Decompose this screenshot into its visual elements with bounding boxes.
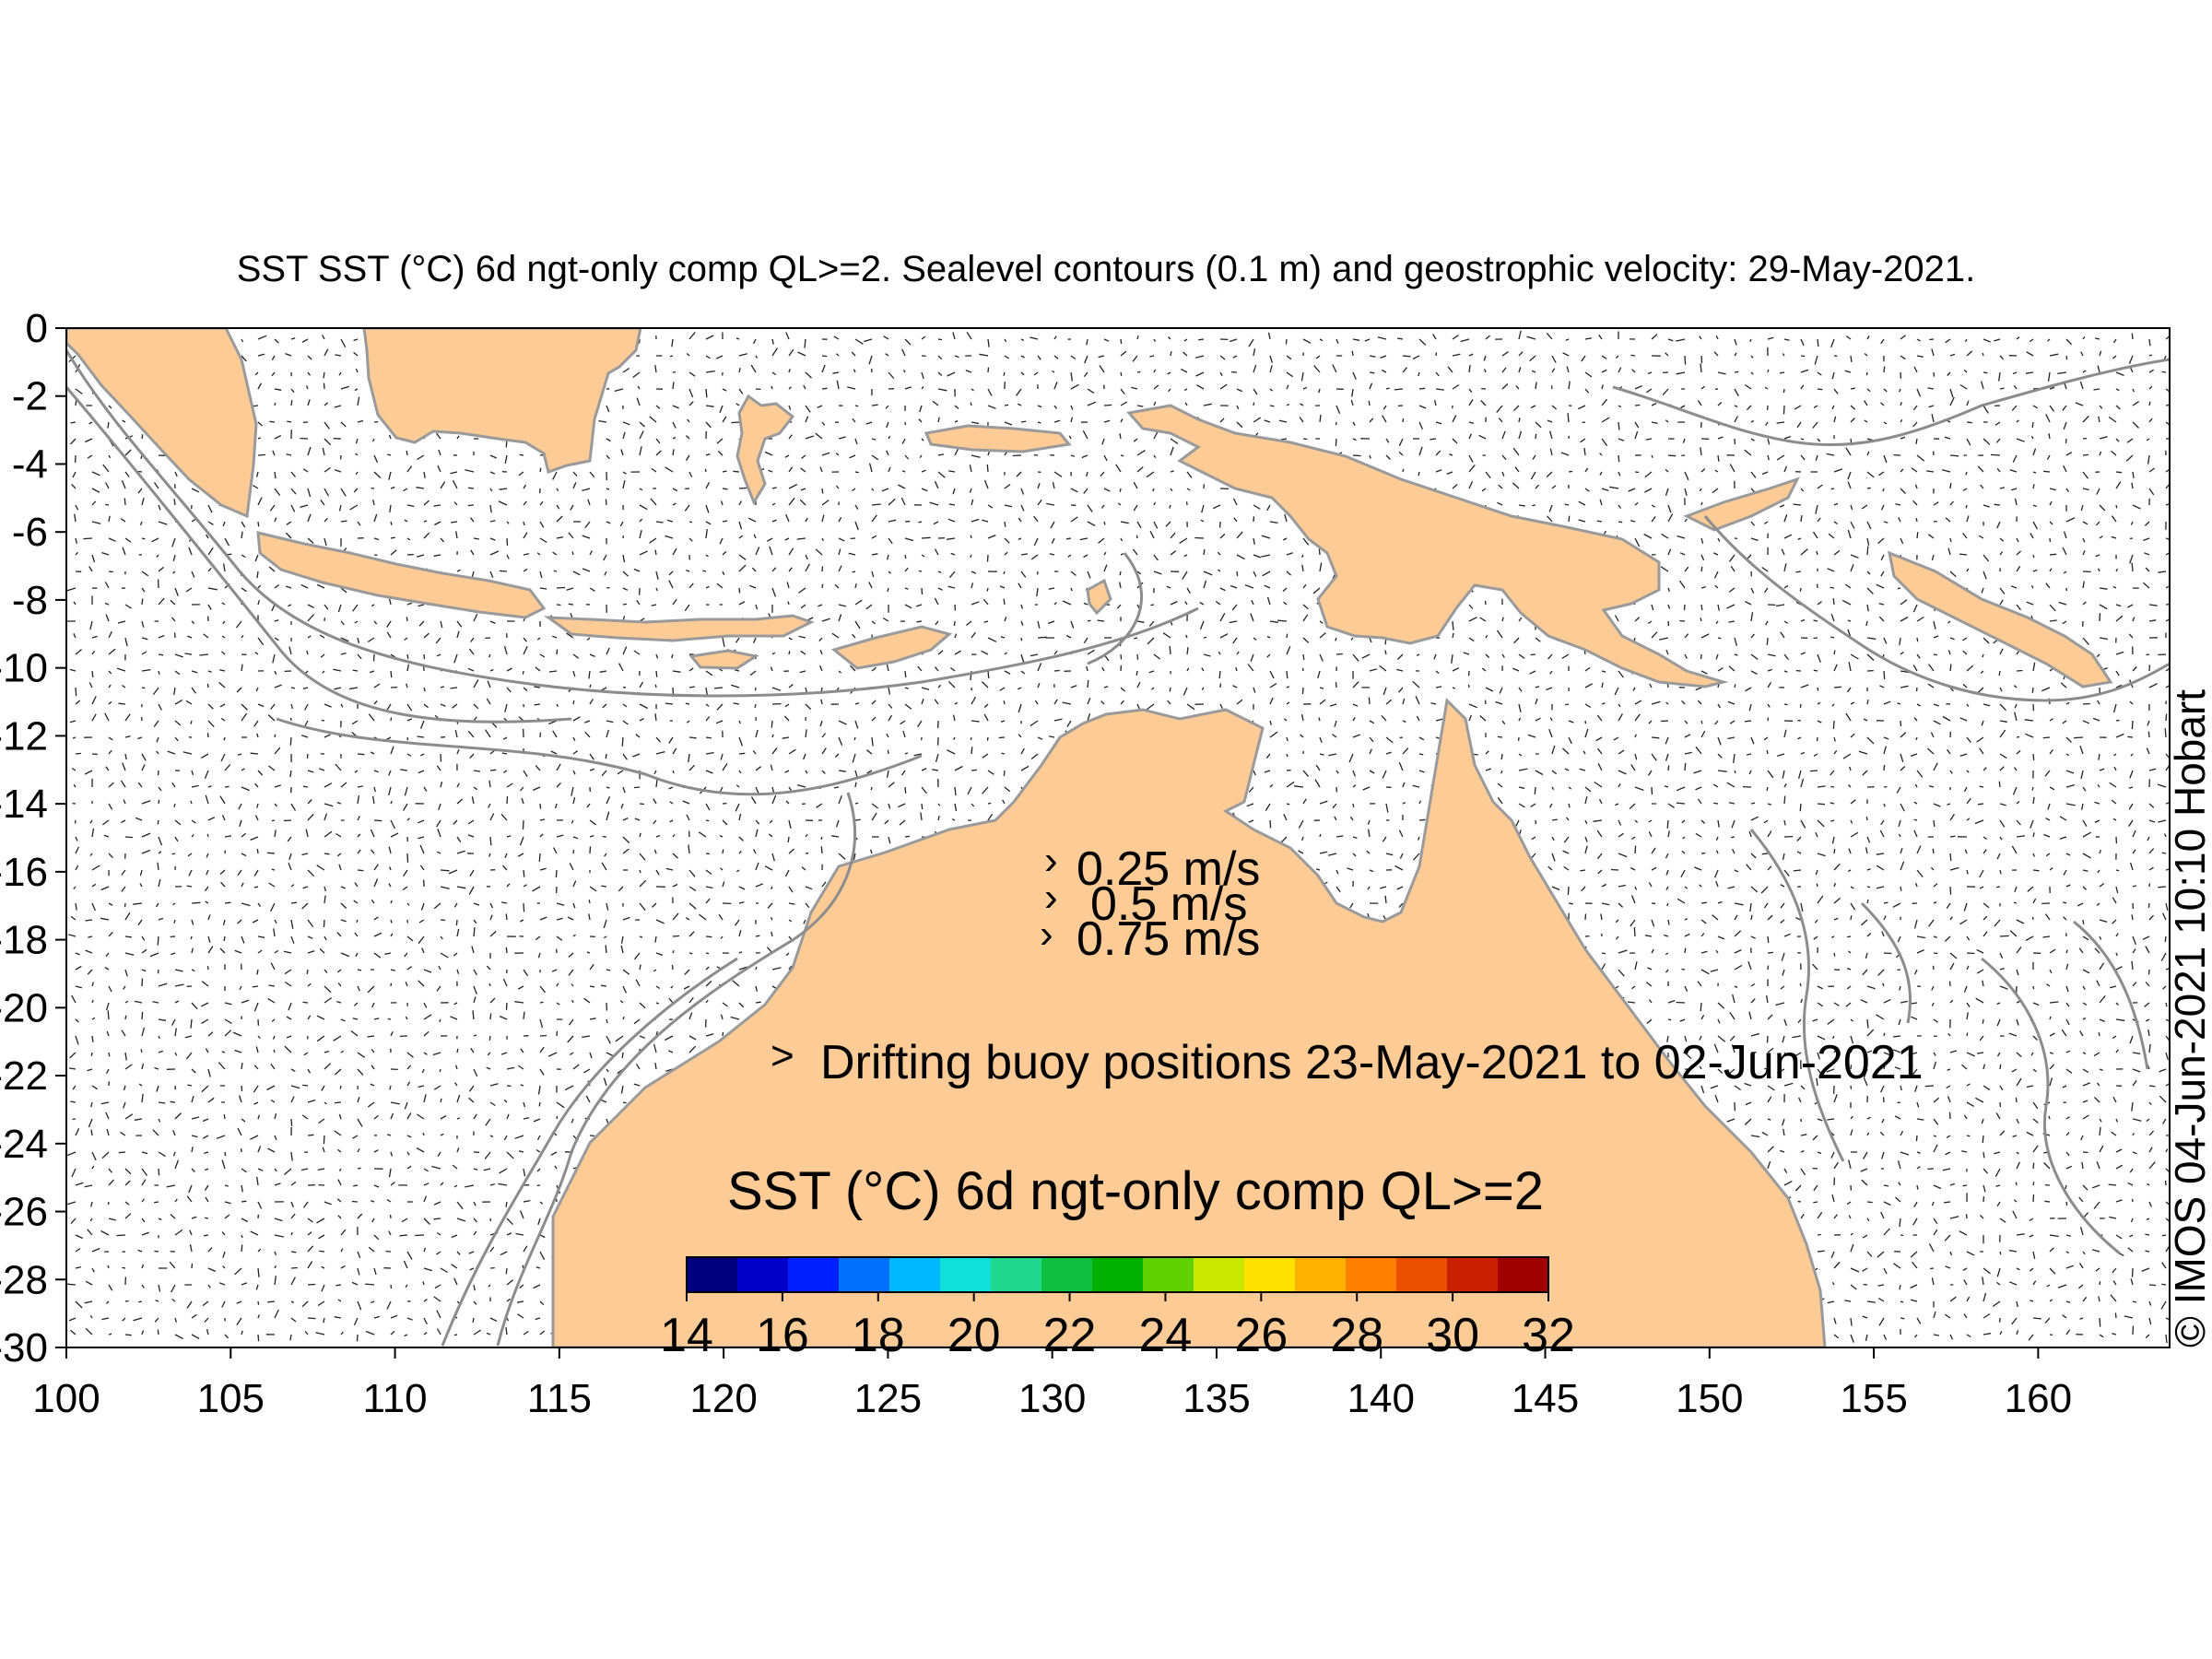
timor-land — [830, 625, 953, 670]
y-tick-label: -14 — [0, 782, 48, 827]
lesser-sunda-land — [544, 614, 815, 642]
java-land — [256, 531, 547, 619]
colorbar-tick-label: 28 — [1330, 1309, 1383, 1362]
credit-text: © IMOS 04-Jun-2021 10:10 Hobart — [2166, 689, 2212, 1347]
colorbar-tick-label: 24 — [1139, 1309, 1193, 1362]
colorbar-swatch — [687, 1257, 738, 1292]
colorbar-swatch — [737, 1257, 789, 1292]
colorbar-swatch — [991, 1257, 1042, 1292]
colorbar-tick-label: 22 — [1043, 1309, 1097, 1362]
y-tick-label: -12 — [0, 713, 48, 759]
land-layer — [66, 328, 2113, 1347]
colorbar-title: SST (°C) 6d ngt-only comp QL>=2 — [727, 1161, 1544, 1221]
x-axis: 100 105 110 115 120 125 130 135 140 145 150 155 160 — [32, 1347, 2072, 1421]
x-tick-label: 150 — [1676, 1376, 1743, 1421]
x-tick-label: 125 — [854, 1376, 922, 1421]
colorbar-swatch — [788, 1257, 840, 1292]
x-tick-label: 145 — [1512, 1376, 1579, 1421]
colorbar-tick-label: 26 — [1234, 1309, 1288, 1362]
colorbar-swatch — [1295, 1257, 1347, 1292]
plot-frame — [65, 327, 2171, 1348]
colorbar-swatch — [1346, 1257, 1397, 1292]
colorbar-swatch — [1447, 1257, 1499, 1292]
colorbar-tick-label: 14 — [660, 1309, 713, 1362]
x-tick-label: 135 — [1182, 1376, 1250, 1421]
colorbar-swatch — [940, 1257, 992, 1292]
buoy-legend-label: Drifting buoy positions 23-May-2021 to 0… — [820, 1036, 1924, 1089]
y-tick-label: -2 — [12, 374, 48, 419]
x-tick-label: 120 — [689, 1376, 757, 1421]
colorbar: SST (°C) 6d ngt-only comp QL>=2 14 16 18 20… — [660, 1161, 1575, 1362]
y-tick-label: -8 — [12, 578, 48, 623]
new-britain-land — [1683, 477, 1800, 532]
x-tick-label: 160 — [2005, 1376, 2072, 1421]
velocity-legend-arrow-2: › — [1044, 875, 1058, 920]
buoy-marker-icon: > — [771, 1033, 794, 1078]
australia-land — [551, 697, 1827, 1347]
map-plot-area — [66, 328, 2170, 1347]
colorbar-ticks: 14 16 18 20 22 24 26 28 30 32 — [660, 1292, 1575, 1362]
colorbar-swatch — [1498, 1257, 1549, 1292]
colorbar-swatch — [1194, 1257, 1245, 1292]
buoy-legend: > Drifting buoy positions 23-May-2021 to… — [771, 1033, 1924, 1089]
y-axis: 0 -2 -4 -6 -8 -10 -12 -14 -16 -18 -20 -22 -24 -26 -28 -… — [0, 306, 66, 1371]
x-tick-label: 110 — [362, 1376, 427, 1421]
y-tick-label: -18 — [0, 918, 48, 963]
new-guinea-land — [1126, 404, 1729, 688]
colorbar-tick-label: 32 — [1522, 1309, 1575, 1362]
y-tick-label: -4 — [12, 441, 48, 487]
velocity-legend-label-2: 0.5 m/s — [1090, 877, 1248, 931]
map-title: SST SST (°C) 6d ngt-only comp QL>=2. Sea… — [236, 249, 1976, 289]
colorbar-swatch — [1244, 1257, 1296, 1292]
colorbar-swatch — [1396, 1257, 1448, 1292]
y-tick-label: -26 — [0, 1190, 48, 1235]
colorbar-swatch — [1143, 1257, 1194, 1292]
y-tick-label: -10 — [0, 646, 48, 691]
y-tick-label: -30 — [0, 1325, 48, 1371]
velocity-legend-arrow-1: › — [1044, 838, 1058, 883]
y-tick-label: -28 — [0, 1257, 48, 1302]
x-tick-label: 100 — [32, 1376, 100, 1421]
y-tick-label: -6 — [12, 510, 48, 555]
velocity-legend-label-1: 0.25 m/s — [1077, 842, 1260, 896]
tanimbar-land — [1086, 578, 1112, 616]
borneo-land — [362, 328, 642, 474]
colorbar-swatch — [889, 1257, 941, 1292]
colorbar-frame — [686, 1256, 1549, 1293]
y-tick-label: -20 — [0, 985, 48, 1030]
colorbar-swatch — [839, 1257, 890, 1292]
velocity-legend-arrow-3: › — [1040, 912, 1053, 957]
x-tick-label: 130 — [1018, 1376, 1086, 1421]
colorbar-gradient — [687, 1257, 1549, 1292]
sulawesi-land — [735, 394, 795, 506]
sealevel-contours — [66, 349, 2170, 1347]
y-tick-label: -24 — [0, 1122, 48, 1167]
sumba-land — [688, 649, 759, 670]
seram-land — [924, 424, 1072, 453]
x-tick-label: 115 — [527, 1376, 592, 1421]
colorbar-swatch — [1092, 1257, 1144, 1292]
colorbar-tick-label: 20 — [947, 1309, 1001, 1362]
y-tick-label: -16 — [0, 850, 48, 895]
velocity-legend: › 0.25 m/s › 0.5 m/s › 0.75 m/s — [1040, 838, 1260, 966]
colorbar-swatch — [1041, 1257, 1093, 1292]
x-tick-label: 105 — [197, 1376, 265, 1421]
colorbar-tick-label: 18 — [852, 1309, 905, 1362]
sumatra-malaya-land — [66, 328, 258, 519]
colorbar-tick-label: 30 — [1426, 1309, 1479, 1362]
solomon-islands-land — [1887, 550, 2113, 688]
colorbar-tick-label: 16 — [756, 1309, 809, 1362]
y-tick-label: 0 — [26, 306, 48, 351]
velocity-legend-label-3: 0.75 m/s — [1077, 912, 1260, 966]
x-tick-label: 140 — [1347, 1376, 1415, 1421]
y-tick-label: -22 — [0, 1053, 48, 1099]
x-tick-label: 155 — [1840, 1376, 1907, 1421]
